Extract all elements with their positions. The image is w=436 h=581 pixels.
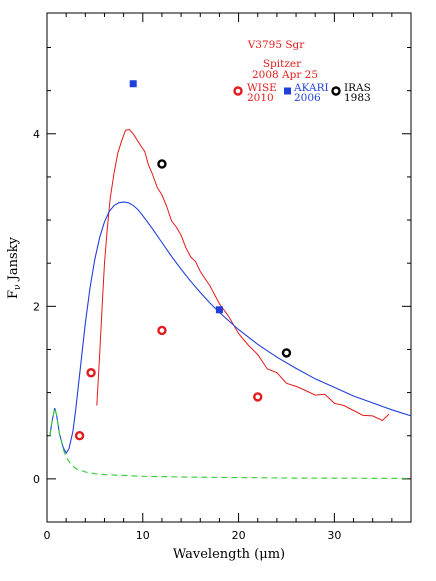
iras-point [281,348,292,358]
tick-labels: 0 10 20 30 0 2 4 [33,128,341,542]
spitzer-spectrum-line [96,128,390,422]
iras-point [157,159,167,169]
x-tick-label: 20 [232,529,246,542]
y-axis-title: Fν Jansky [6,236,23,299]
svg-text:Fν Jansky: Fν Jansky [6,236,23,299]
wise-point [86,368,96,378]
y-tick-label: 2 [33,300,40,313]
akari-point [129,80,137,88]
y-tick-label: 0 [33,473,40,486]
x-tick-label: 10 [136,529,150,542]
spitzer-label-2: 2008 Apr 25 [252,69,318,81]
legend-akari-label-2: 2006 [294,92,321,104]
legend-wise-label-2: 2010 [247,92,274,104]
akari-point [215,306,223,314]
y-tick-label: 4 [33,128,40,141]
legend-iras-marker [331,86,341,96]
svg-text:Wavelength (μm): Wavelength (μm) [173,547,285,562]
wise-point [253,392,263,402]
legend: WISE 2010 AKARI 2006 IRAS 1983 [233,82,371,104]
legend-akari-label-1: AKARI [293,82,329,94]
wise-point [157,325,167,336]
x-tick-label: 0 [44,529,51,542]
legend-wise-marker [233,86,243,96]
stellar-dashed-line [49,407,412,479]
x-tick-label: 30 [327,529,341,542]
y-axis-title-rest: Jansky [6,236,21,282]
y-axis-title-sub: ν [13,284,23,289]
curves [49,128,412,479]
plot-frame [46,12,412,523]
legend-akari-marker [284,87,291,95]
y-axis-title-main: F [6,290,21,299]
legend-wise-label-1: WISE [247,82,277,94]
x-axis-title: Wavelength (μm) [173,547,285,562]
legend-iras-label-1: IRAS [344,82,371,94]
model-curve-line [49,201,412,455]
chart-title: V3795 Sgr [247,39,306,51]
spitzer-label-1: Spitzer [263,58,302,70]
x-axis-title-text: Wavelength (μm) [173,547,285,562]
axis-ticks [46,13,412,522]
wise-point [74,431,85,441]
data-markers [74,80,292,441]
legend-iras-label-2: 1983 [344,92,371,104]
